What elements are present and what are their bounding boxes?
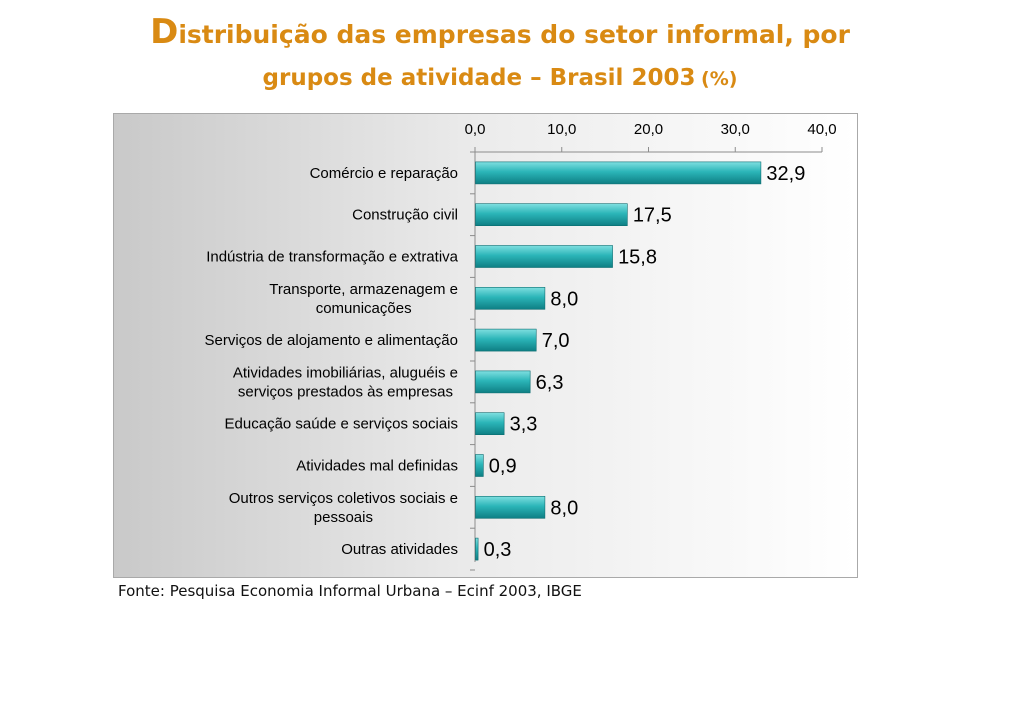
title-line-1-text: istribuição das empresas do setor inform… (178, 20, 850, 49)
data-label: 6,3 (536, 372, 564, 394)
chart-title: Distribuição das empresas do setor infor… (60, 12, 940, 100)
data-label: 17,5 (633, 205, 672, 227)
category-label: Atividades mal definidas (296, 458, 458, 475)
bar (475, 454, 484, 477)
bar (475, 412, 505, 436)
category-label: Educação saúde e serviços sociais (225, 416, 458, 433)
x-tick-label: 40,0 (807, 121, 836, 138)
source-note: Fonte: Pesquisa Economia Informal Urbana… (118, 582, 582, 600)
x-tick-label: 20,0 (634, 121, 663, 138)
title-line-2: grupos de atividade – Brasil 2003 (%) (60, 58, 940, 100)
category-label: Construção civil (352, 207, 458, 224)
x-tick-label: 30,0 (721, 121, 750, 138)
bar (475, 245, 613, 268)
category-label: serviços prestados às empresas (238, 383, 453, 400)
x-tick-label: 10,0 (547, 121, 576, 138)
category-label: comunicações (316, 300, 412, 317)
title-line-1: Distribuição das empresas do setor infor… (60, 12, 940, 58)
data-label: 32,9 (766, 163, 805, 185)
bar (475, 328, 537, 352)
category-label: pessoais (314, 509, 373, 526)
title-line-2-text: grupos de atividade – Brasil 2003 (262, 65, 696, 91)
category-label: Serviços de alojamento e alimentação (205, 332, 458, 349)
data-label: 8,0 (550, 288, 578, 310)
data-label: 15,8 (618, 247, 657, 269)
data-label: 8,0 (550, 497, 578, 519)
category-label: Comércio e reparação (310, 165, 458, 182)
title-unit: (%) (701, 68, 738, 90)
data-label: 0,3 (484, 539, 512, 561)
category-label: Outras atividades (341, 541, 458, 558)
bar (475, 370, 531, 394)
title-initial: D (150, 12, 179, 52)
bar (475, 203, 628, 226)
x-tick-label: 0,0 (465, 121, 486, 138)
data-label: 7,0 (542, 330, 570, 352)
bar (475, 495, 546, 519)
bar (475, 161, 762, 185)
bar (475, 537, 479, 561)
data-label: 3,3 (510, 414, 538, 436)
category-label: Outros serviços coletivos sociais e (229, 490, 458, 507)
category-label: Transporte, armazenagem e (269, 281, 458, 298)
bar (475, 286, 546, 310)
category-label: Atividades imobiliárias, aluguéis e (233, 364, 458, 381)
data-label: 0,9 (489, 456, 517, 478)
category-label: Indústria de transformação e extrativa (206, 249, 458, 266)
